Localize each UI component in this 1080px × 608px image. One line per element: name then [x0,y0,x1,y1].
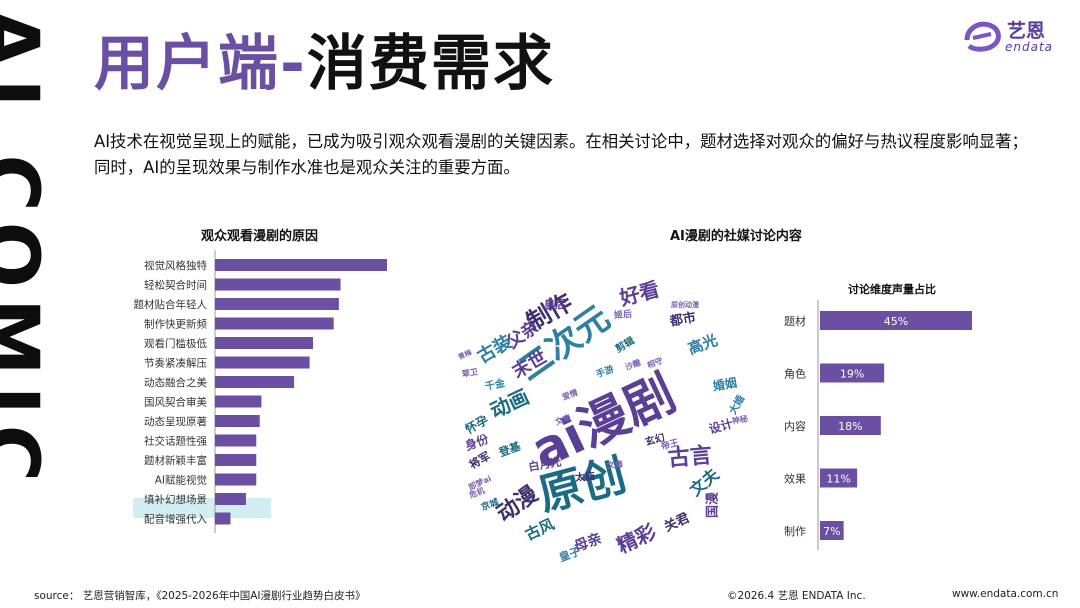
value-label: 11% [826,473,850,486]
endata-logo: 艺恩 endata [963,16,1063,56]
bar [215,278,341,291]
page-title: 用户端-消费需求 [94,26,555,102]
bar [820,363,885,383]
value-label: 18% [838,420,862,433]
dimension-share-bar-chart: 题材 45% 角色 19% 内容 18% 效果 11% 制作 7% [784,300,972,550]
left-chart-title: 观众观看漫剧的原因 [201,229,319,244]
bar [820,416,881,435]
category-label: 视觉风格独特 [144,259,207,272]
bar [215,259,387,271]
wordcloud-word: 手游 [594,363,615,380]
wordcloud-word: 青梅 [457,348,473,362]
logo-mark-icon [964,21,1001,52]
title-part-2: 消费需求 [306,29,555,99]
category-label: 题材新颖丰富 [144,454,207,467]
footer-website: www.endata.com.cn [952,588,1059,600]
wordcloud-word: 剪辑 [613,334,637,355]
bar [215,356,310,369]
wordcloud-word: 古言 [667,442,713,472]
wordcloud-word: 都市 [668,309,697,329]
bar [820,311,972,330]
wordcloud-word: 爱情 [561,387,579,402]
bar [215,298,339,310]
category-label: 效果 [784,472,806,486]
wordcloud-word: 皇子 [557,544,582,565]
category-label: 观看门槛极低 [144,337,207,350]
bar [215,317,334,330]
footer-source: source： 艺恩营销智库，《2025-2026年中国AI漫剧行业趋势白皮书》 [34,590,366,602]
bar [215,512,231,525]
value-label: 7% [823,525,840,538]
side-decoration-text: AI COMIC [0,8,52,492]
wordcloud-word: 翠卫 [461,366,478,379]
category-label: 制作快更新频 [144,318,207,331]
bar [215,473,257,486]
wordcloud-title: AI漫剧的社媒讨论内容 [670,229,802,244]
logo-cn-text: 艺恩 [1007,20,1046,42]
reasons-bar-chart: 视觉风格独特轻松契合时间题材贴合年轻人制作快更新频观看门槛极低节奏紧凑解压动态融… [134,250,387,533]
wordcloud-word: 白月光 [527,454,562,474]
category-label: 节奏紧凑解压 [144,357,207,370]
category-label: 动态融合之美 [144,376,207,389]
logo-en-text: endata [1005,40,1054,54]
category-label: 动态呈现原著 [144,415,207,428]
wordcloud-word: 高光 [686,331,720,358]
wordcloud-word: 设计 [707,416,734,437]
wordcloud-word: 身份 [463,431,492,454]
wordcloud-word: 国漫 [705,492,721,518]
title-part-1: 用户端- [94,29,307,99]
right-chart-title: 讨论维度声量占比 [848,283,936,296]
wordcloud-word: 大婚 [726,393,747,417]
wordcloud-word: 太庙 [573,469,595,484]
category-label: 题材 [784,314,806,328]
bar [215,376,295,388]
category-label: 社交话题性强 [144,435,207,448]
category-label: 内容 [784,419,806,433]
footer-copyright: ©2026.4 艺恩 ENDATA Inc. [727,590,866,602]
wordcloud-word: 好看 [616,277,662,311]
wordcloud-word: 沙雕 [624,357,642,372]
category-label: 制作 [784,525,806,538]
bar [215,395,262,408]
bar [215,434,257,447]
bar [820,468,858,488]
bar [820,521,844,540]
wordcloud-word: 千金 [484,376,507,392]
wordcloud-word: 登基 [496,438,523,459]
category-label: AI赋能视觉 [155,474,207,487]
bar [215,454,257,466]
category-label: 国风契合审美 [144,396,207,409]
wordcloud-word: 皇后 [544,297,566,311]
wordcloud-word: 动漫 [493,482,543,528]
value-label: 19% [840,368,864,381]
wordcloud-word: 怀孕 [462,412,490,437]
wordcloud-word: 婚姻 [712,375,738,394]
wordcloud-word: 文毒 [607,459,624,470]
description-text: AI技术在视觉呈现上的赋能，已成为吸引观众观看漫剧的关键因素。在相关讨论中，题材… [94,132,1028,177]
category-label: 题材贴合年轻人 [134,298,208,311]
category-label: 角色 [784,367,806,381]
category-label: 轻松契合时间 [144,279,207,292]
category-label: 配音增强代入 [144,513,207,526]
wordcloud-word: 姬后 [612,308,632,322]
bar [215,415,260,427]
wordcloud-word: 精彩 [613,519,659,558]
wordcloud-word: 关君 [662,510,692,535]
bar [215,493,246,505]
bar [215,337,314,349]
wordcloud-word: 神秘 [731,413,748,426]
wordcloud-word: 原创动漫 [671,300,699,309]
category-label: 填补幻想场景 [144,493,207,506]
value-label: 45% [884,315,908,328]
